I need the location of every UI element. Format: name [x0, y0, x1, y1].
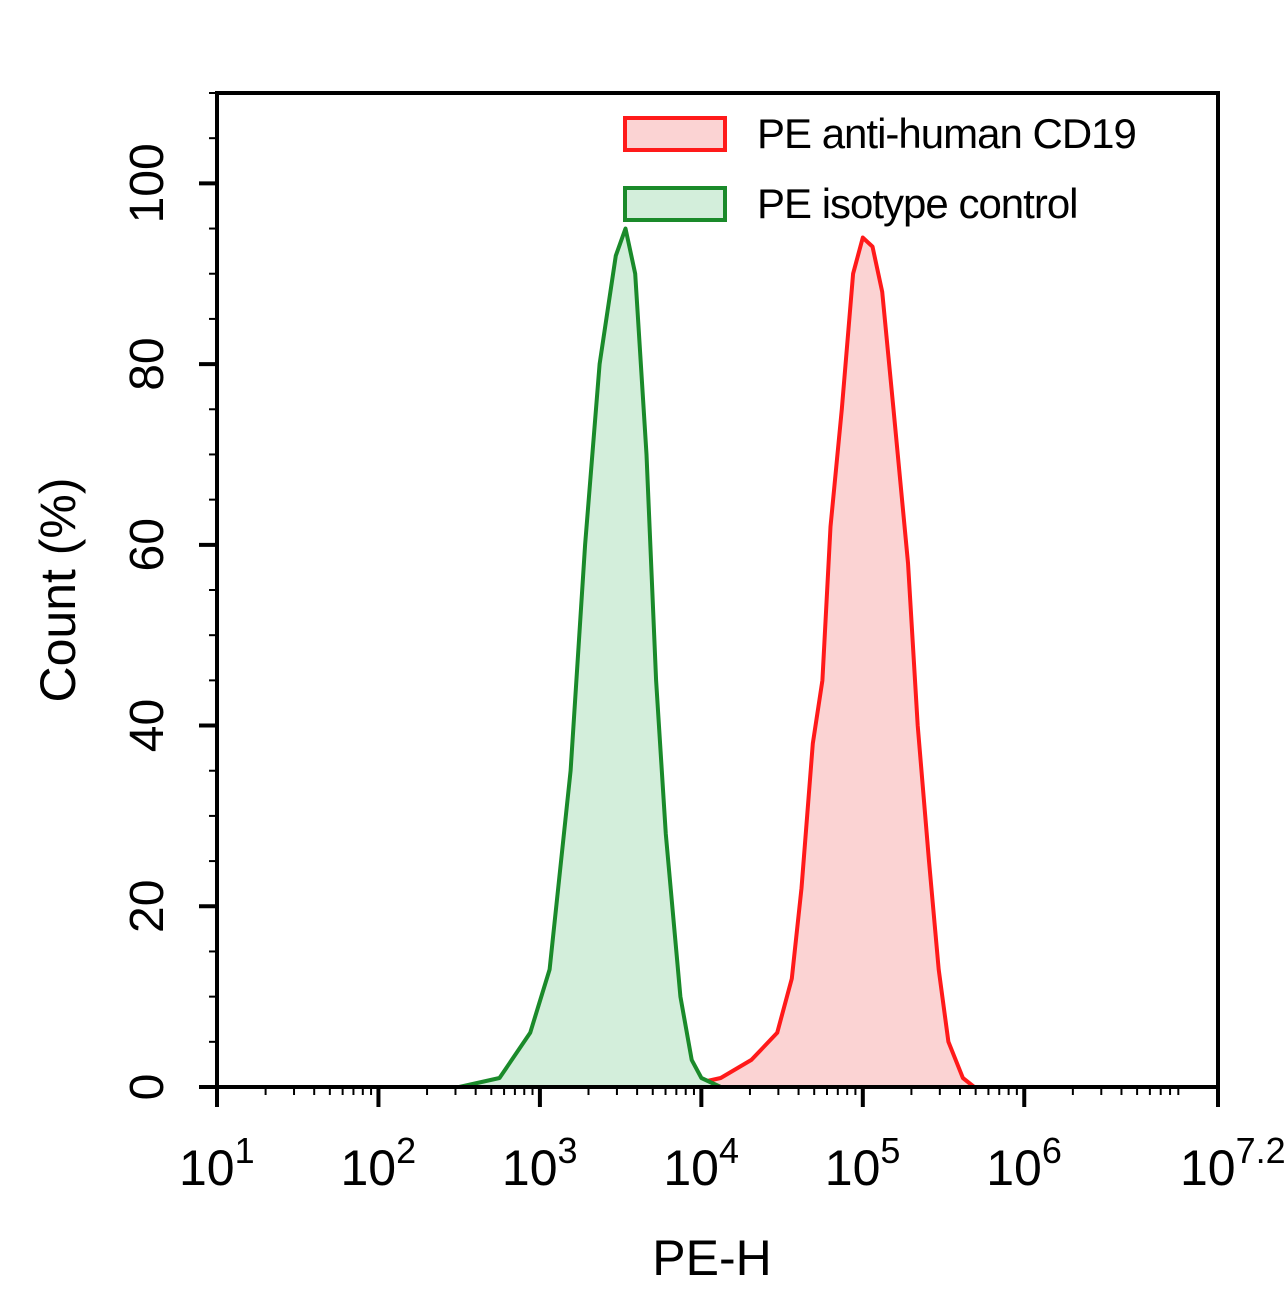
- series-fill-0: [680, 237, 975, 1088]
- x-tick-exponent: 5: [880, 1130, 900, 1171]
- x-tick-label: 106: [986, 1130, 1062, 1196]
- series-line-1: [458, 226, 722, 1089]
- legend-label-1: PE isotype control: [757, 180, 1078, 227]
- y-tick-label: 0: [121, 1074, 174, 1101]
- x-tick-label: 107.2: [1180, 1130, 1286, 1196]
- x-tick-base: 10: [1180, 1140, 1236, 1196]
- x-axis-label: PE-H: [652, 1230, 771, 1286]
- x-tick-base: 10: [663, 1140, 719, 1196]
- series-fill-1: [459, 228, 721, 1087]
- x-tick-base: 10: [179, 1140, 235, 1196]
- x-tick-base: 10: [986, 1140, 1042, 1196]
- x-tick-exponent: 2: [396, 1130, 416, 1171]
- y-axis-label: Count (%): [30, 477, 86, 702]
- x-tick-label: 103: [502, 1130, 578, 1196]
- x-tick-exponent: 6: [1042, 1130, 1062, 1171]
- legend-swatch-0: [623, 116, 727, 152]
- legend-label-0: PE anti-human CD19: [757, 110, 1136, 157]
- legend-swatch-1: [623, 186, 727, 222]
- x-tick-label: 105: [825, 1130, 901, 1196]
- x-tick-exponent: 3: [558, 1130, 578, 1171]
- legend: PE anti-human CD19 PE isotype control: [623, 110, 1137, 227]
- x-tick-exponent: 7.2: [1236, 1130, 1286, 1171]
- x-tick-base: 10: [340, 1140, 396, 1196]
- x-tick-exponent: 4: [719, 1130, 739, 1171]
- y-tick-label: 20: [121, 880, 174, 933]
- series-line-0: [679, 235, 976, 1089]
- x-tick-base: 10: [502, 1140, 558, 1196]
- y-tick-label: 80: [121, 337, 174, 390]
- x-axis: 101 102 103 104 105 106 107.2: [179, 1087, 1286, 1196]
- x-tick-exponent: 1: [235, 1130, 255, 1171]
- x-tick-base: 10: [825, 1140, 881, 1196]
- x-tick-label: 104: [663, 1130, 739, 1196]
- series-layer: [458, 226, 976, 1089]
- y-axis: 0 20 40 60 80 100: [121, 92, 217, 1101]
- y-tick-label: 40: [121, 699, 174, 752]
- plot-frame: [215, 91, 1220, 1089]
- y-tick-label: 100: [121, 143, 174, 223]
- x-tick-label: 102: [340, 1130, 416, 1196]
- y-tick-label: 60: [121, 518, 174, 571]
- x-tick-label: 101: [179, 1130, 255, 1196]
